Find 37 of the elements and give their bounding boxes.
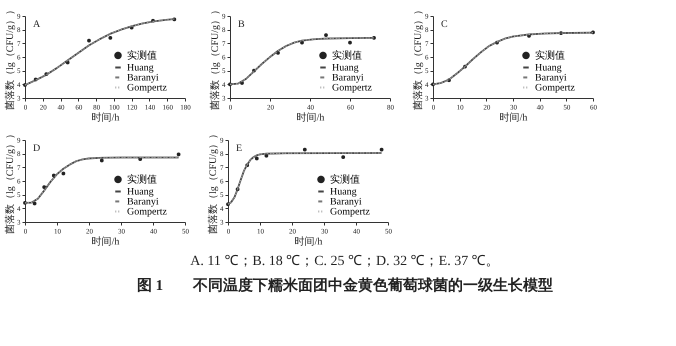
- legend-label: 实测值: [127, 173, 157, 186]
- legend-label: Baranyi: [127, 196, 159, 208]
- chart-title: D: [33, 143, 40, 154]
- x-axis-title: 时间/h: [500, 112, 528, 124]
- legend-label: Huang: [330, 186, 357, 198]
- x-axis-title: 时间/h: [92, 112, 120, 124]
- y-axis-title: 菌落数（lg（CFU/g））: [4, 128, 16, 234]
- text: Huang: [127, 186, 154, 198]
- legend-label: Gompertz: [535, 82, 576, 94]
- caption: 图 1 不同温度下糯米面团中金黄色葡萄球菌的一级生长模型: [136, 276, 554, 294]
- legend-label: Gompertz: [127, 82, 168, 94]
- legend-label: Huang: [332, 62, 359, 74]
- legend-label: 实测值: [330, 173, 360, 186]
- y-axis-title: 菌落数（lg（CFU/g））: [209, 4, 221, 110]
- y-axis-title: 菌落数（lg（CFU/g））: [412, 4, 424, 110]
- legend-label: Baranyi: [535, 72, 567, 84]
- legend-label: Baranyi: [332, 72, 364, 84]
- legend-label: 实测值: [535, 49, 565, 62]
- x-axis-title: 时间/h: [92, 236, 120, 248]
- legend-label: Gompertz: [332, 82, 373, 94]
- x-axis-title: 时间/h: [296, 112, 324, 124]
- chart-title: C: [441, 19, 448, 30]
- chart-title: E: [236, 143, 242, 154]
- legend-label: Gompertz: [127, 206, 168, 218]
- legend-label: 实测值: [332, 49, 362, 62]
- x-axis-title: 时间/h: [294, 236, 322, 248]
- y-axis-title: 菌落数（lg（CFU/g））: [207, 128, 219, 234]
- legend-label: Huang: [535, 62, 562, 74]
- text: A. 11 ℃；B. 18 ℃；C. 25 ℃；D. 32 ℃；E. 37 ℃。: [190, 254, 500, 269]
- legend-label: Baranyi: [127, 72, 159, 84]
- chart-title: B: [238, 19, 245, 30]
- legend-label: Baranyi: [330, 196, 362, 208]
- legend-label: Gompertz: [330, 206, 371, 218]
- legend-label: 实测值: [127, 49, 157, 62]
- legend-label: Huang: [127, 62, 154, 74]
- y-axis-title: 菌落数（lg（CFU/g））: [4, 4, 16, 110]
- chart-title: A: [33, 19, 41, 30]
